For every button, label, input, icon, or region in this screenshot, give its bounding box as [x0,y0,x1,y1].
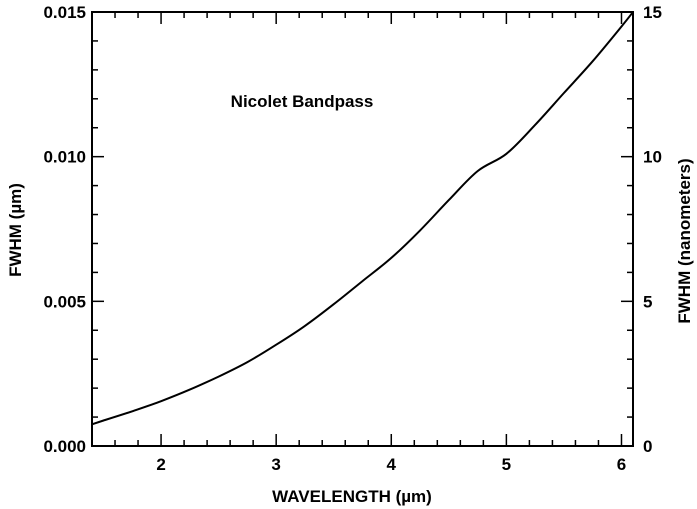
y-axis-right-label: FWHM (nanometers) [675,158,694,323]
tick-labels-layer: 2 3 4 5 6 0.000 0.005 0.010 0.015 0 5 10 15 [43,3,661,474]
x-tick-label: 6 [617,455,626,474]
y-right-tick-label: 15 [643,3,662,22]
y-right-tick-label: 0 [643,437,652,456]
y-right-tick-label: 10 [643,148,662,167]
x-tick-label: 5 [502,455,511,474]
y-left-tick-label: 0.015 [43,3,86,22]
plot-frame [91,11,634,447]
x-tick-label: 4 [387,455,397,474]
y-left-tick-label: 0.010 [43,148,86,167]
x-tick-label: 3 [271,455,280,474]
series-line [91,11,634,426]
chart-annotation: Nicolet Bandpass [231,92,374,111]
x-axis-label: WAVELENGTH (µm) [272,487,432,506]
y-right-tick-label: 5 [643,292,652,311]
ticks-layer [91,11,633,447]
y-axis-left-label: FWHM (µm) [6,183,25,277]
y-left-tick-label: 0.000 [43,437,86,456]
y-left-tick-label: 0.005 [43,292,86,311]
x-tick-label: 2 [156,455,165,474]
